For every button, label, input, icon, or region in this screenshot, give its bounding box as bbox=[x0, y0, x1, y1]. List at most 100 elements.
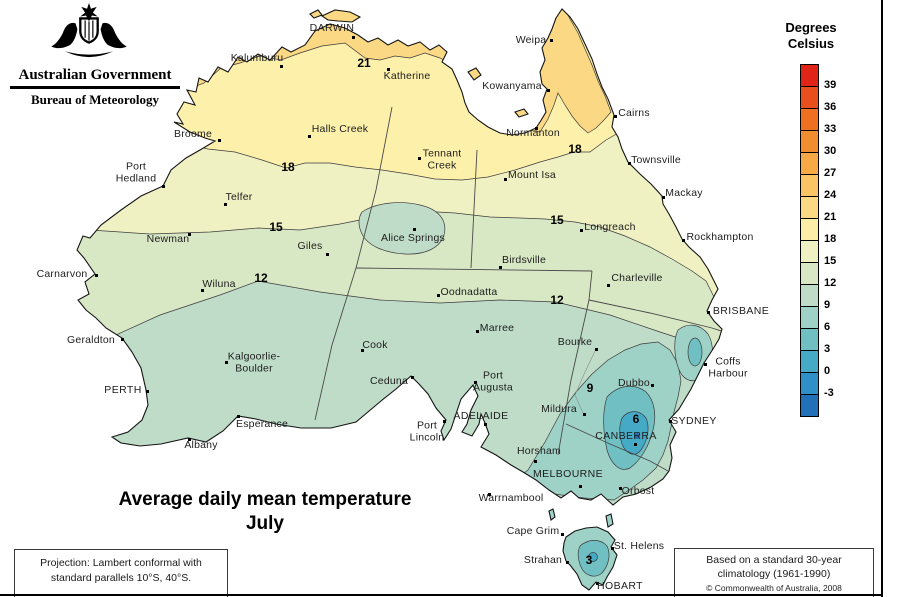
contour-label: 3 bbox=[585, 553, 593, 567]
contour-label: 18 bbox=[568, 142, 582, 156]
legend-segment bbox=[801, 175, 818, 197]
city-dot bbox=[223, 202, 227, 206]
legend-tick-label: 24 bbox=[824, 189, 837, 201]
city-dot bbox=[549, 38, 553, 42]
band-alice-9-12 bbox=[358, 202, 446, 255]
city-label: Kalumburu bbox=[230, 52, 284, 65]
org-name: Australian Government bbox=[18, 67, 172, 83]
city-label: Cairns bbox=[618, 107, 650, 120]
city-label: HOBART bbox=[597, 580, 643, 593]
city-dot bbox=[161, 184, 165, 188]
legend-tick-label: 27 bbox=[824, 167, 837, 179]
city-label: Newman bbox=[146, 233, 190, 246]
city-dot bbox=[681, 238, 685, 242]
contour-label: 12 bbox=[254, 271, 268, 285]
australian-coat-of-arms-icon bbox=[44, 2, 180, 65]
city-label: Giles bbox=[297, 240, 323, 253]
city-dot bbox=[613, 114, 617, 118]
city-label: Halls Creek bbox=[311, 123, 369, 136]
climatology-line2: climatology (1961-1990) bbox=[717, 568, 831, 581]
city-label: Esperance bbox=[236, 418, 288, 431]
city-label: Port Lincoln bbox=[409, 419, 445, 443]
legend-segment bbox=[801, 197, 818, 219]
city-label: Port Hedland bbox=[115, 160, 157, 184]
legend-segment bbox=[801, 109, 818, 131]
legend-tick-label: 21 bbox=[824, 211, 837, 223]
city-dot bbox=[120, 337, 124, 341]
legend-tick-label: 36 bbox=[824, 101, 837, 113]
city-dot bbox=[534, 126, 538, 130]
city-dot bbox=[487, 492, 491, 496]
city-dot bbox=[582, 412, 586, 416]
contour-label: 21 bbox=[357, 56, 371, 70]
legend-segment bbox=[801, 307, 818, 329]
legend-segment bbox=[801, 373, 818, 395]
city-dot bbox=[386, 67, 390, 71]
city-label: Wiluna bbox=[202, 278, 236, 291]
city-dot bbox=[627, 161, 631, 165]
city-label: Katherine bbox=[383, 70, 431, 83]
city-dot bbox=[236, 414, 240, 418]
city-dot bbox=[325, 252, 329, 256]
legend-title-line1: Degrees bbox=[785, 20, 837, 35]
legend-segment bbox=[801, 395, 818, 416]
city-dot bbox=[546, 88, 550, 92]
city-dot bbox=[436, 293, 440, 297]
city-label: Tennant Creek bbox=[422, 147, 462, 171]
city-dot bbox=[533, 459, 537, 463]
legend-segment bbox=[801, 219, 818, 241]
city-label: Coffs Harbour bbox=[708, 355, 748, 379]
legend-tick-label: 18 bbox=[824, 233, 837, 245]
city-label: Mount Isa bbox=[508, 169, 556, 182]
city-dot bbox=[187, 232, 191, 236]
city-dot bbox=[442, 419, 446, 423]
projection-note: Projection: Lambert conformal with stand… bbox=[14, 549, 228, 597]
city-dot bbox=[279, 64, 283, 68]
legend-tick-label: 12 bbox=[824, 277, 837, 289]
city-label: Telfer bbox=[225, 191, 253, 204]
contour-label: 15 bbox=[550, 213, 564, 227]
city-dot bbox=[594, 347, 598, 351]
state-borders bbox=[314, 106, 722, 472]
city-dot bbox=[578, 484, 582, 488]
city-label: Geraldton bbox=[67, 334, 115, 347]
city-label: Kalgoorlie- Boulder bbox=[227, 350, 281, 374]
city-label: Marree bbox=[479, 322, 515, 335]
legend-tick-label: 30 bbox=[824, 145, 837, 157]
city-dot bbox=[187, 437, 191, 441]
city-label: Longreach bbox=[584, 221, 636, 234]
legend-segment bbox=[801, 351, 818, 373]
city-dot bbox=[410, 375, 414, 379]
map-title-line2: July bbox=[245, 512, 285, 534]
legend-segment bbox=[801, 329, 818, 351]
city-dot bbox=[360, 348, 364, 352]
legend-title-line2: Celsius bbox=[787, 35, 835, 51]
band-newengland-3-6 bbox=[687, 337, 703, 367]
legend-tick-label: 33 bbox=[824, 123, 837, 135]
legend-title: Degrees Celsius bbox=[780, 20, 842, 51]
city-label: SYDNEY bbox=[671, 415, 717, 428]
city-dot bbox=[560, 532, 564, 536]
city-dot bbox=[94, 273, 98, 277]
legend-tick-label: 39 bbox=[824, 79, 837, 91]
city-label: Strahan bbox=[523, 554, 563, 567]
city-label: Alice Springs bbox=[381, 232, 445, 245]
city-label: Oodnadatta bbox=[440, 286, 498, 299]
city-dot bbox=[498, 265, 502, 269]
city-dot bbox=[650, 383, 654, 387]
city-dot bbox=[217, 138, 221, 142]
header-rule bbox=[10, 86, 180, 89]
band-alpine-below-minus3 bbox=[634, 433, 640, 439]
city-dot bbox=[703, 362, 707, 366]
city-label: Warrnambool bbox=[478, 492, 544, 505]
city-label: Mildura bbox=[541, 403, 577, 416]
legend-colorbar bbox=[800, 64, 819, 417]
contour-label: 18 bbox=[281, 160, 295, 174]
legend-tick-label: 15 bbox=[824, 255, 837, 267]
city-label: MELBOURNE bbox=[532, 468, 604, 481]
city-label: Carnarvon bbox=[36, 268, 88, 281]
city-label: CANBERRA bbox=[595, 430, 657, 443]
contour-label: 12 bbox=[550, 293, 564, 307]
city-label: Albany bbox=[184, 439, 218, 452]
